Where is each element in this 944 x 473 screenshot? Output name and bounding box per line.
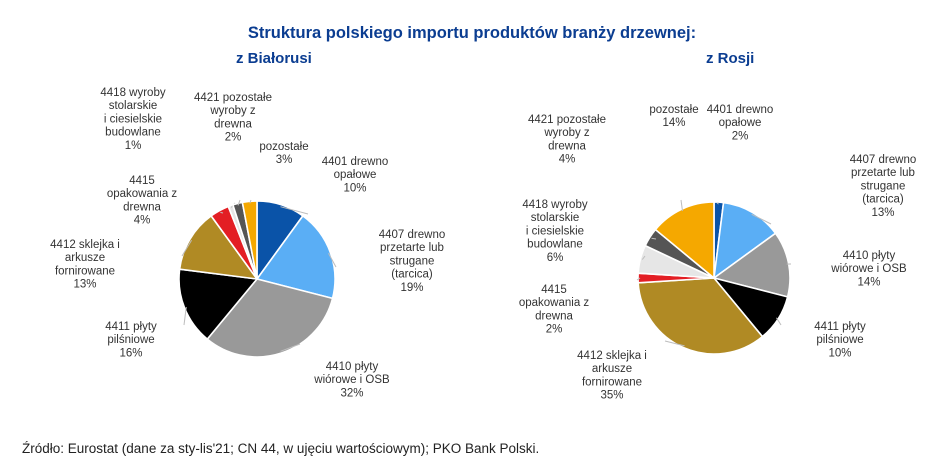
russia-leader-5 (636, 277, 641, 281)
russia-slice-1 (712, 201, 777, 280)
russia-leader-3 (776, 317, 782, 326)
russia-leader-0 (716, 202, 719, 205)
belarus-slice-label-1: 4407 drewno przetarte lub strugane (tarcica… (379, 229, 446, 294)
russia-slice-label-2: 4410 płyty wiórowe i OSB 14% (830, 250, 907, 288)
belarus-slice-label-4: 4412 sklejka i arkusze fornirowane 13% (50, 239, 120, 291)
source-note: Źródło: Eurostat (dane za sty-lis'21; CN… (22, 441, 540, 456)
belarus-leader-8 (249, 199, 252, 204)
belarus-leader-4 (181, 240, 193, 257)
russia-slice-label-8: pozostałe 14% (649, 104, 698, 129)
belarus-slice-label-7: 4421 pozostałe wyroby z drewna 2% (194, 92, 272, 144)
russia-slice-label-6: 4418 wyroby stolarskie i ciesielskie budowl… (522, 199, 587, 264)
belarus-slice-label-6: 4418 wyroby stolarskie i ciesielskie budowl… (100, 87, 165, 152)
russia-leader-6 (641, 255, 646, 260)
russia-slice-label-1: 4407 drewno przetarte lub strugane (tarcica… (850, 154, 917, 219)
russia-leader-7 (651, 237, 657, 240)
russia-pie: 4401 drewno opałowe 2% 4407 drewno przetarte… (519, 104, 916, 402)
belarus-chart-title: z Białorusi (236, 50, 312, 67)
russia-slice-8 (654, 201, 715, 280)
russia-slice-label-3: 4411 płyty pilśniowe 10% (814, 321, 866, 359)
belarus-leader-2 (280, 343, 301, 352)
belarus-slice-label-0: 4401 drewno opałowe 10% (322, 156, 389, 194)
belarus-slice-8 (241, 200, 258, 280)
belarus-leader-1 (328, 253, 337, 268)
belarus-leader-0 (280, 206, 309, 215)
belarus-pie: 4401 drewno opałowe 10% 4407 drewno przetart… (50, 87, 445, 399)
russia-chart-title: z Rosji (706, 50, 755, 67)
belarus-slice-label-8: pozostałe 3% (259, 141, 308, 166)
belarus-slice-2 (206, 278, 334, 358)
belarus-slice-label-2: 4410 płyty wiórowe i OSB 32% (313, 361, 390, 399)
belarus-slice-4 (178, 214, 259, 281)
russia-slice-4 (637, 277, 764, 355)
russia-leader-1 (751, 213, 772, 225)
belarus-leader-5 (220, 211, 224, 214)
russia-slice-label-5: 4415 opakowania z drewna 2% (519, 284, 590, 336)
belarus-leader-3 (183, 306, 187, 326)
russia-slice-label-4: 4412 sklejka i arkusze fornirowane 35% (577, 350, 647, 402)
russia-slice-label-0: 4401 drewno opałowe 2% (707, 104, 774, 142)
belarus-slice-1 (255, 214, 336, 300)
belarus-slice-label-3: 4411 płyty pilśniowe 16% (105, 321, 157, 359)
chart-title: Struktura polskiego importu produktów br… (247, 24, 697, 42)
russia-leader-8 (680, 199, 683, 212)
belarus-slice-3 (178, 268, 259, 341)
russia-leader-4 (664, 340, 685, 347)
belarus-slice-label-5: 4415 opakowania z drewna 4% (107, 175, 178, 227)
belarus-leader-7 (237, 199, 241, 206)
russia-slice-label-7: 4421 pozostałe wyroby z drewna 4% (528, 114, 606, 166)
